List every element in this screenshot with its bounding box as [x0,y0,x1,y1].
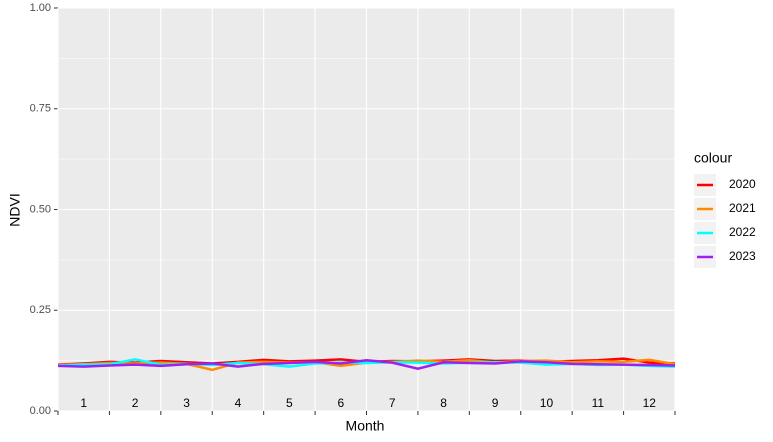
legend-label: 2021 [729,201,756,215]
month-label: 2 [132,396,139,410]
y-tick-label: 0.50 [30,203,51,215]
legend-label: 2020 [729,177,756,191]
series-line [57,358,676,370]
legend-title: colour [694,150,732,166]
month-label: 3 [183,396,190,410]
month-label: 1 [80,396,87,410]
y-tick-label: 0.25 [30,304,51,316]
month-label: 9 [492,396,499,410]
month-label: 10 [540,396,554,410]
month-label: 8 [440,396,447,410]
month-label: 12 [643,396,657,410]
y-axis-title: NDVI [7,193,23,226]
month-label: 11 [592,396,605,410]
x-axis-title: Month [346,418,385,434]
month-label: 4 [235,396,242,410]
y-tick-label: 1.00 [30,2,51,14]
y-tick-label: 0.75 [30,103,51,115]
legend-label: 2022 [729,225,756,239]
y-tick-label: 0.00 [30,405,51,417]
month-label: 6 [337,396,344,410]
month-label: 5 [286,396,293,410]
month-label: 7 [389,396,396,410]
legend-label: 2023 [729,249,756,263]
